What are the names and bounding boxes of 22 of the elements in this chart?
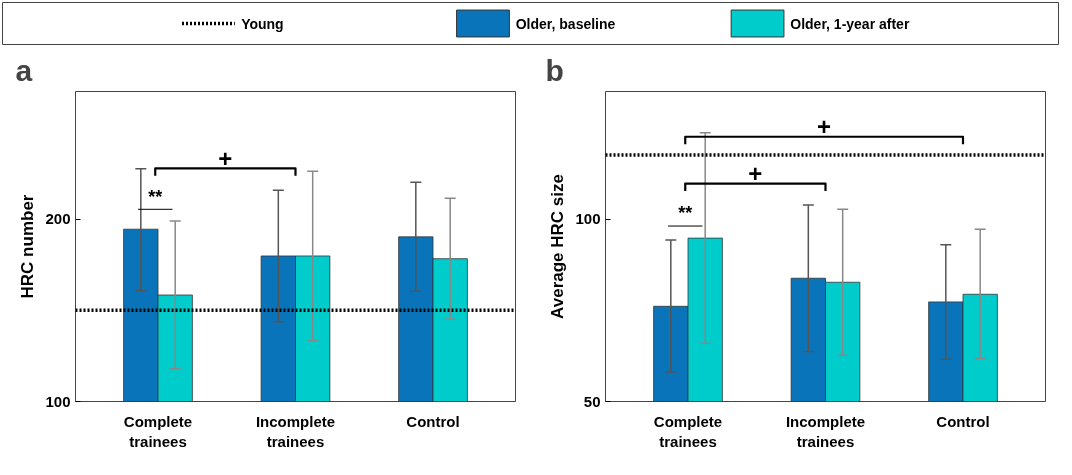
annotation: + (748, 159, 763, 187)
x-tick-label: Complete trainees (653, 412, 723, 450)
annotation: + (817, 112, 832, 140)
y-tick-label: 50 (583, 392, 601, 410)
y-axis-title: Average HRC size (548, 174, 568, 319)
annotation: ** (678, 203, 693, 224)
x-tick-label: Incomplete trainees (255, 412, 336, 450)
annotation: ** (148, 186, 163, 207)
x-tick-label: Incomplete trainees (785, 412, 866, 450)
annotation: + (218, 144, 233, 172)
legend-label: Young (241, 15, 284, 32)
x-tick-label: Control (406, 412, 460, 430)
y-axis-title: HRC number (18, 194, 38, 299)
legend-label: Older, 1-year after (790, 15, 910, 32)
x-tick-label: Control (936, 412, 990, 430)
y-tick-label: 100 (575, 210, 601, 228)
chart-title: a (15, 53, 33, 87)
legend-label: Older, baseline (515, 15, 616, 32)
y-tick-label: 200 (45, 210, 71, 228)
y-tick-label: 100 (45, 392, 71, 410)
chart-title: b (545, 53, 564, 87)
x-tick-label: Complete trainees (123, 412, 193, 450)
